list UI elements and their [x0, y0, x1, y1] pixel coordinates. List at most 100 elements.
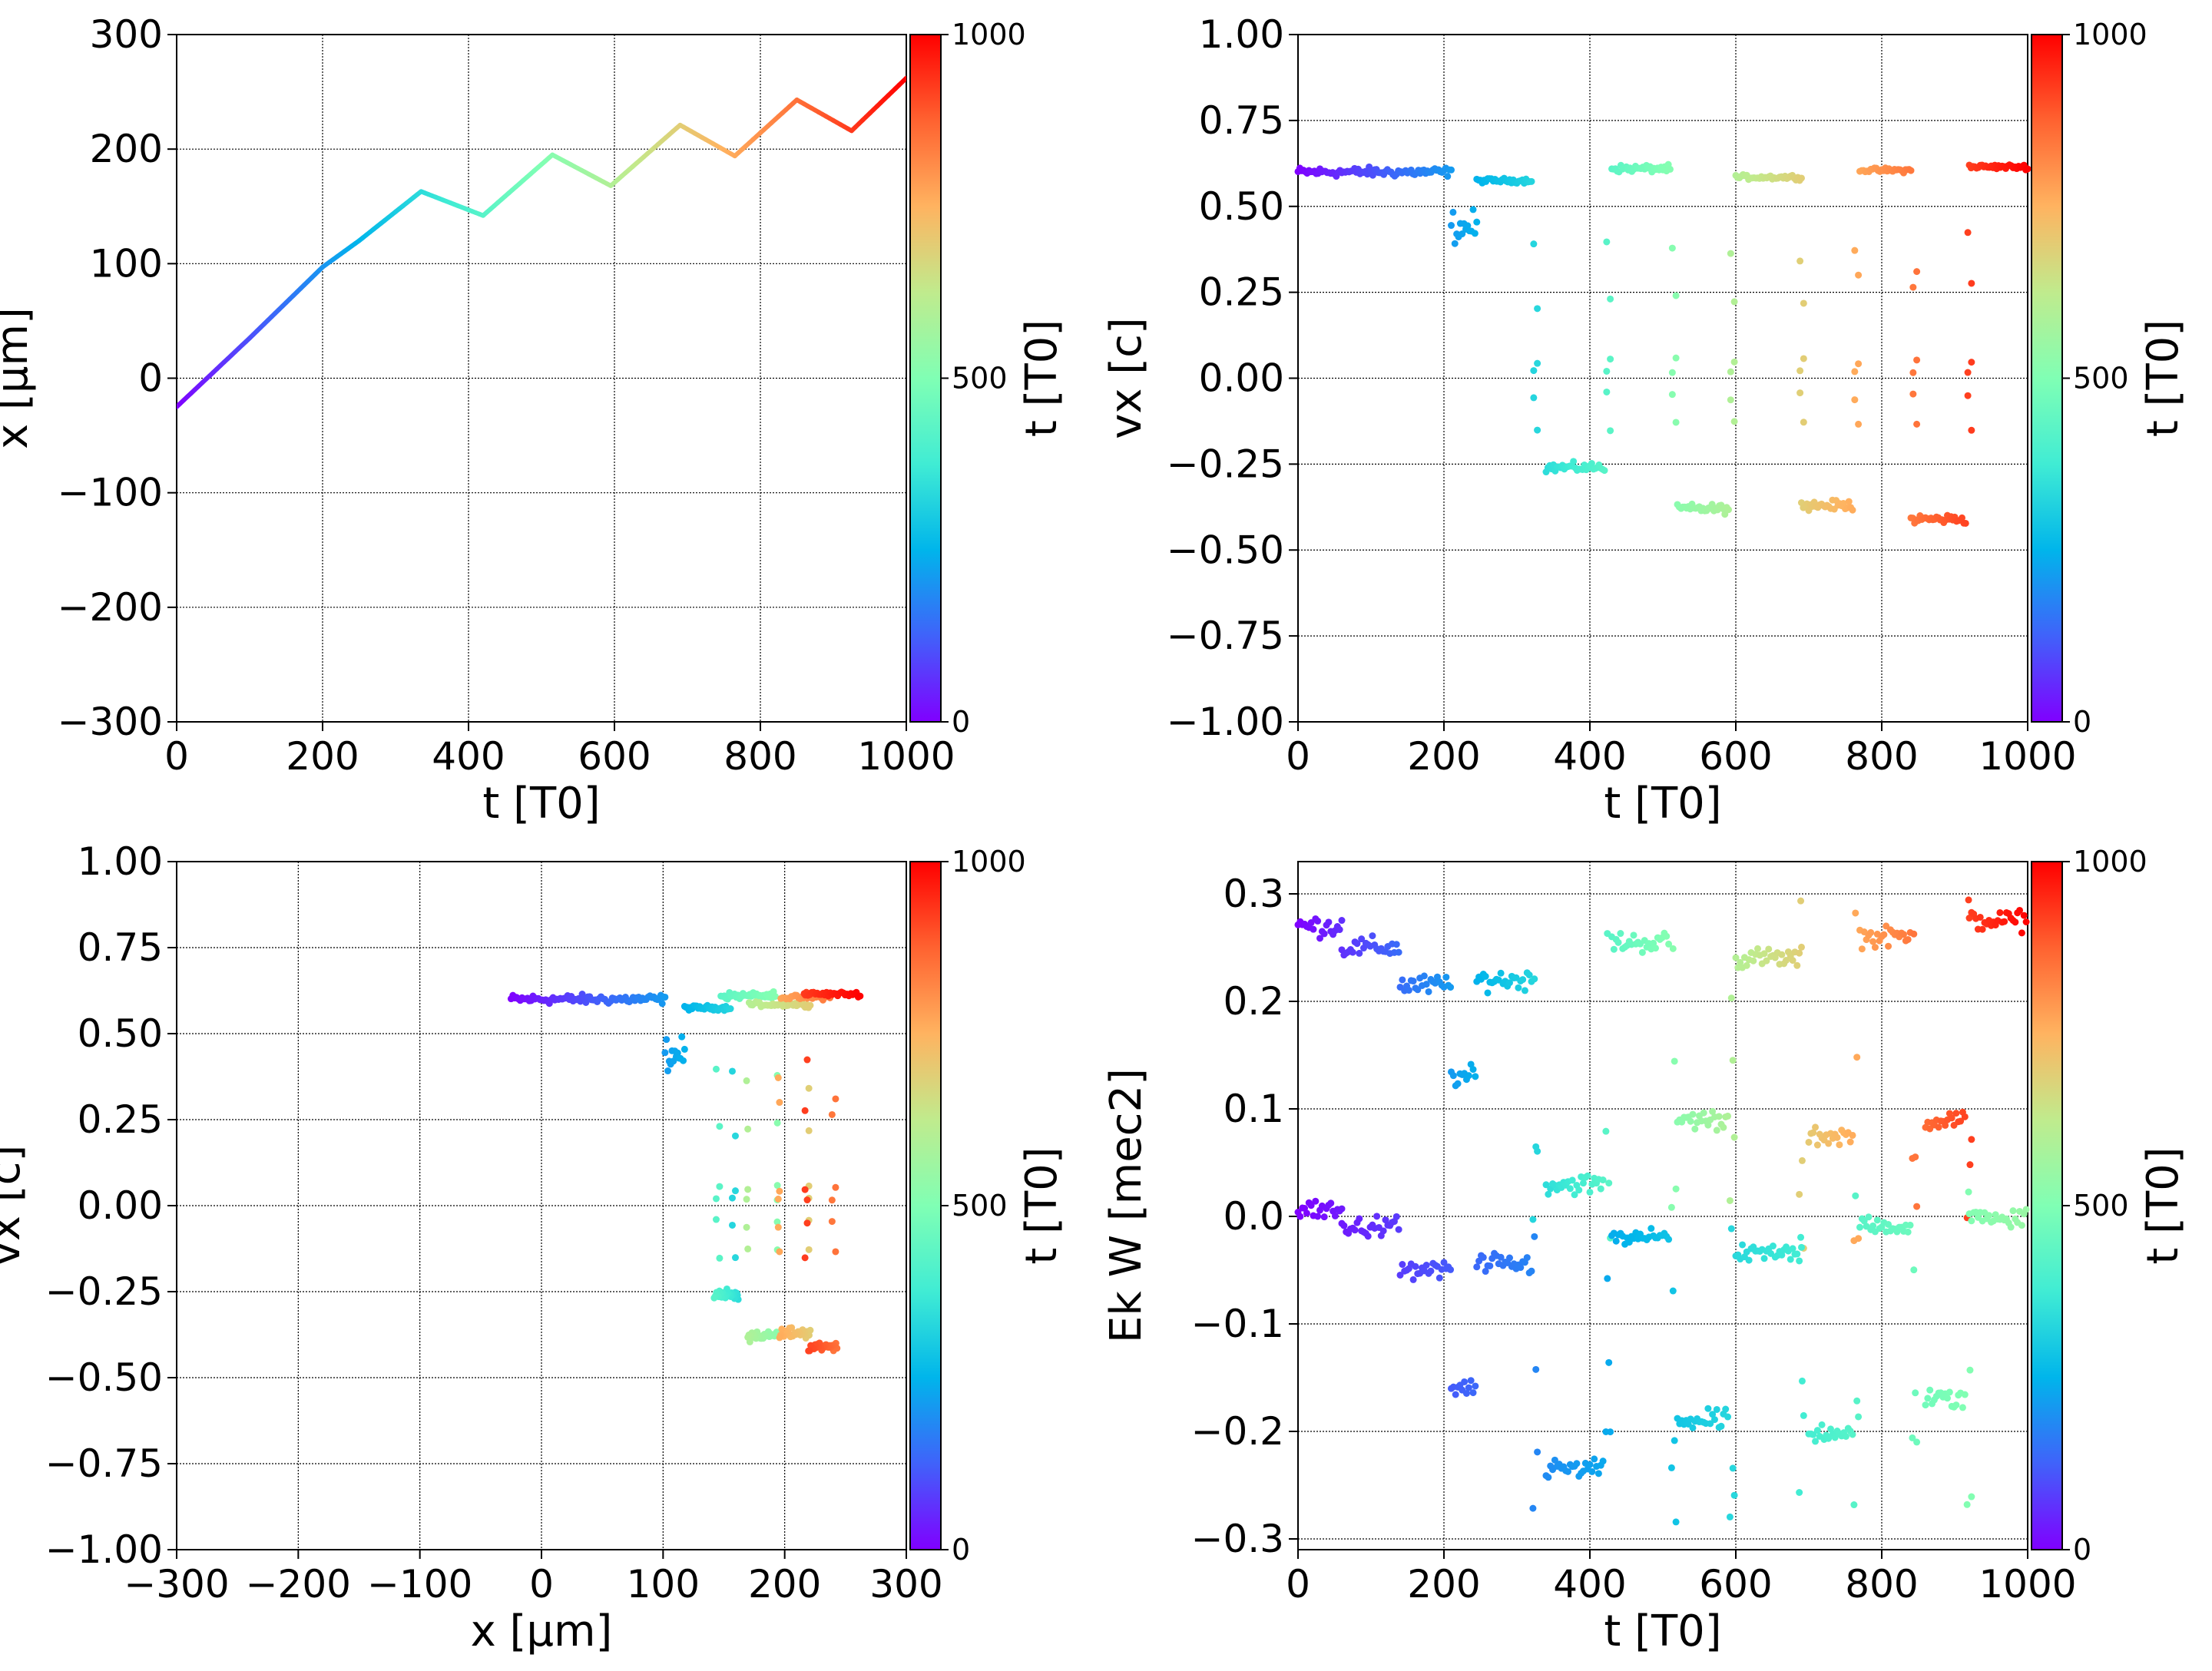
data-point [1968, 359, 1975, 366]
data-point [1610, 945, 1618, 953]
data-point [1778, 951, 1786, 958]
y-tick-label: 0.50 [78, 1011, 163, 1056]
data-point [1913, 1438, 1921, 1446]
data-point [1798, 1377, 1806, 1385]
data-point [731, 1132, 739, 1140]
data-point [1588, 1468, 1596, 1475]
x-tick-label: 0 [164, 734, 189, 779]
data-point [1797, 1233, 1805, 1241]
colorbar-tick-label: 500 [2073, 1189, 2129, 1223]
panel-a: 0 200 400 600 800 1000 −300 −200 −100 0 100 200 300 t… [0, 12, 1067, 829]
data-point [678, 1033, 686, 1041]
data-point [778, 1325, 786, 1333]
data-point [1765, 945, 1773, 953]
data-point [1647, 1225, 1655, 1233]
data-point [1730, 358, 1738, 366]
data-point [1531, 1233, 1538, 1240]
data-point [1805, 1138, 1813, 1146]
data-point [1396, 1271, 1404, 1279]
data-point [805, 1084, 813, 1092]
colorbar-label: t [T0] [2138, 319, 2188, 437]
data-point [1528, 1267, 1535, 1275]
data-point [1786, 1256, 1794, 1263]
data-point [1465, 1384, 1472, 1391]
data-point [1873, 1216, 1881, 1224]
y-tick-label: 0.75 [1199, 98, 1284, 143]
data-point [1392, 941, 1400, 948]
data-point [803, 1056, 811, 1064]
colorbar-tick-label: 0 [952, 705, 970, 739]
panel-c: −300 −200 −100 0 100 200 300 −1.00 −0.75 −0.50 −0.… [0, 839, 1067, 1656]
data-point [2022, 1206, 2030, 1213]
y-tick-label: 1.00 [1199, 12, 1284, 57]
data-point [1745, 1256, 1753, 1264]
data-point [1531, 975, 1538, 983]
data-point [1506, 979, 1513, 987]
data-point [1904, 1228, 1912, 1236]
data-point [1462, 1389, 1470, 1397]
colorbar-label: t [T0] [1017, 319, 1067, 437]
data-point [744, 1333, 752, 1341]
data-point [1464, 222, 1472, 230]
x-axis-label: t [T0] [482, 779, 600, 829]
data-point [744, 1186, 752, 1193]
data-point [1769, 1242, 1777, 1250]
data-point [1730, 1133, 1738, 1141]
data-point [658, 1000, 666, 1008]
data-point [805, 1127, 813, 1134]
data-point [1789, 957, 1796, 965]
data-point [1867, 928, 1875, 936]
data-point [1614, 938, 1622, 946]
colorbar-tick-label: 500 [2073, 362, 2129, 395]
data-point [1964, 369, 1972, 376]
colorbar-tick-label: 0 [2073, 705, 2091, 739]
data-point [716, 1254, 724, 1262]
data-point [1760, 1255, 1768, 1262]
data-point [1852, 909, 1859, 917]
data-point [1726, 1513, 1734, 1520]
data-point [1800, 1411, 1807, 1419]
data-point [1314, 1213, 1322, 1220]
data-point [1325, 918, 1333, 926]
data-point [1545, 1190, 1552, 1198]
y-tick-label: −0.75 [45, 1441, 163, 1486]
data-point [1798, 174, 1805, 182]
data-point [1444, 173, 1452, 180]
plot-frame [176, 861, 907, 1550]
data-point [1865, 1213, 1873, 1221]
data-point [1724, 1112, 1732, 1120]
data-point [1320, 930, 1328, 938]
data-point [1607, 427, 1614, 435]
data-point [1668, 391, 1676, 399]
data-point [1668, 244, 1676, 252]
panel-d: 0 200 400 600 800 1000 −0.3 −0.2 −0.1 0.0 0.1 0.2 0.… [1101, 845, 2188, 1656]
data-point [1571, 1191, 1578, 1199]
data-point [1296, 1213, 1304, 1220]
data-point [828, 1196, 836, 1204]
data-point [1472, 1073, 1479, 1080]
colorbar-tick-label: 0 [2073, 1533, 2091, 1567]
y-axis-label: x [μm] [0, 307, 38, 449]
data-point [832, 1095, 839, 1103]
data-point [1669, 1287, 1677, 1295]
data-point [1519, 976, 1527, 984]
data-point [1727, 250, 1734, 257]
data-point [716, 1123, 724, 1130]
colorbar-tick-label: 500 [952, 1189, 1008, 1223]
data-point [1607, 1428, 1614, 1436]
data-point [1663, 932, 1671, 940]
data-point [1818, 1421, 1826, 1428]
data-point [1725, 506, 1732, 514]
data-point [1885, 1220, 1892, 1228]
y-tick-label: −0.25 [1167, 442, 1284, 486]
data-point [1604, 930, 1611, 938]
data-point [1871, 944, 1879, 951]
trajectory-line [177, 75, 906, 409]
data-point [1880, 931, 1888, 938]
data-point [771, 993, 779, 1001]
x-tick-label: 1000 [1979, 734, 2076, 779]
data-point [1853, 1054, 1861, 1061]
data-point [1530, 240, 1538, 248]
data-point [1310, 925, 1317, 933]
energy-points [1294, 896, 2030, 1526]
